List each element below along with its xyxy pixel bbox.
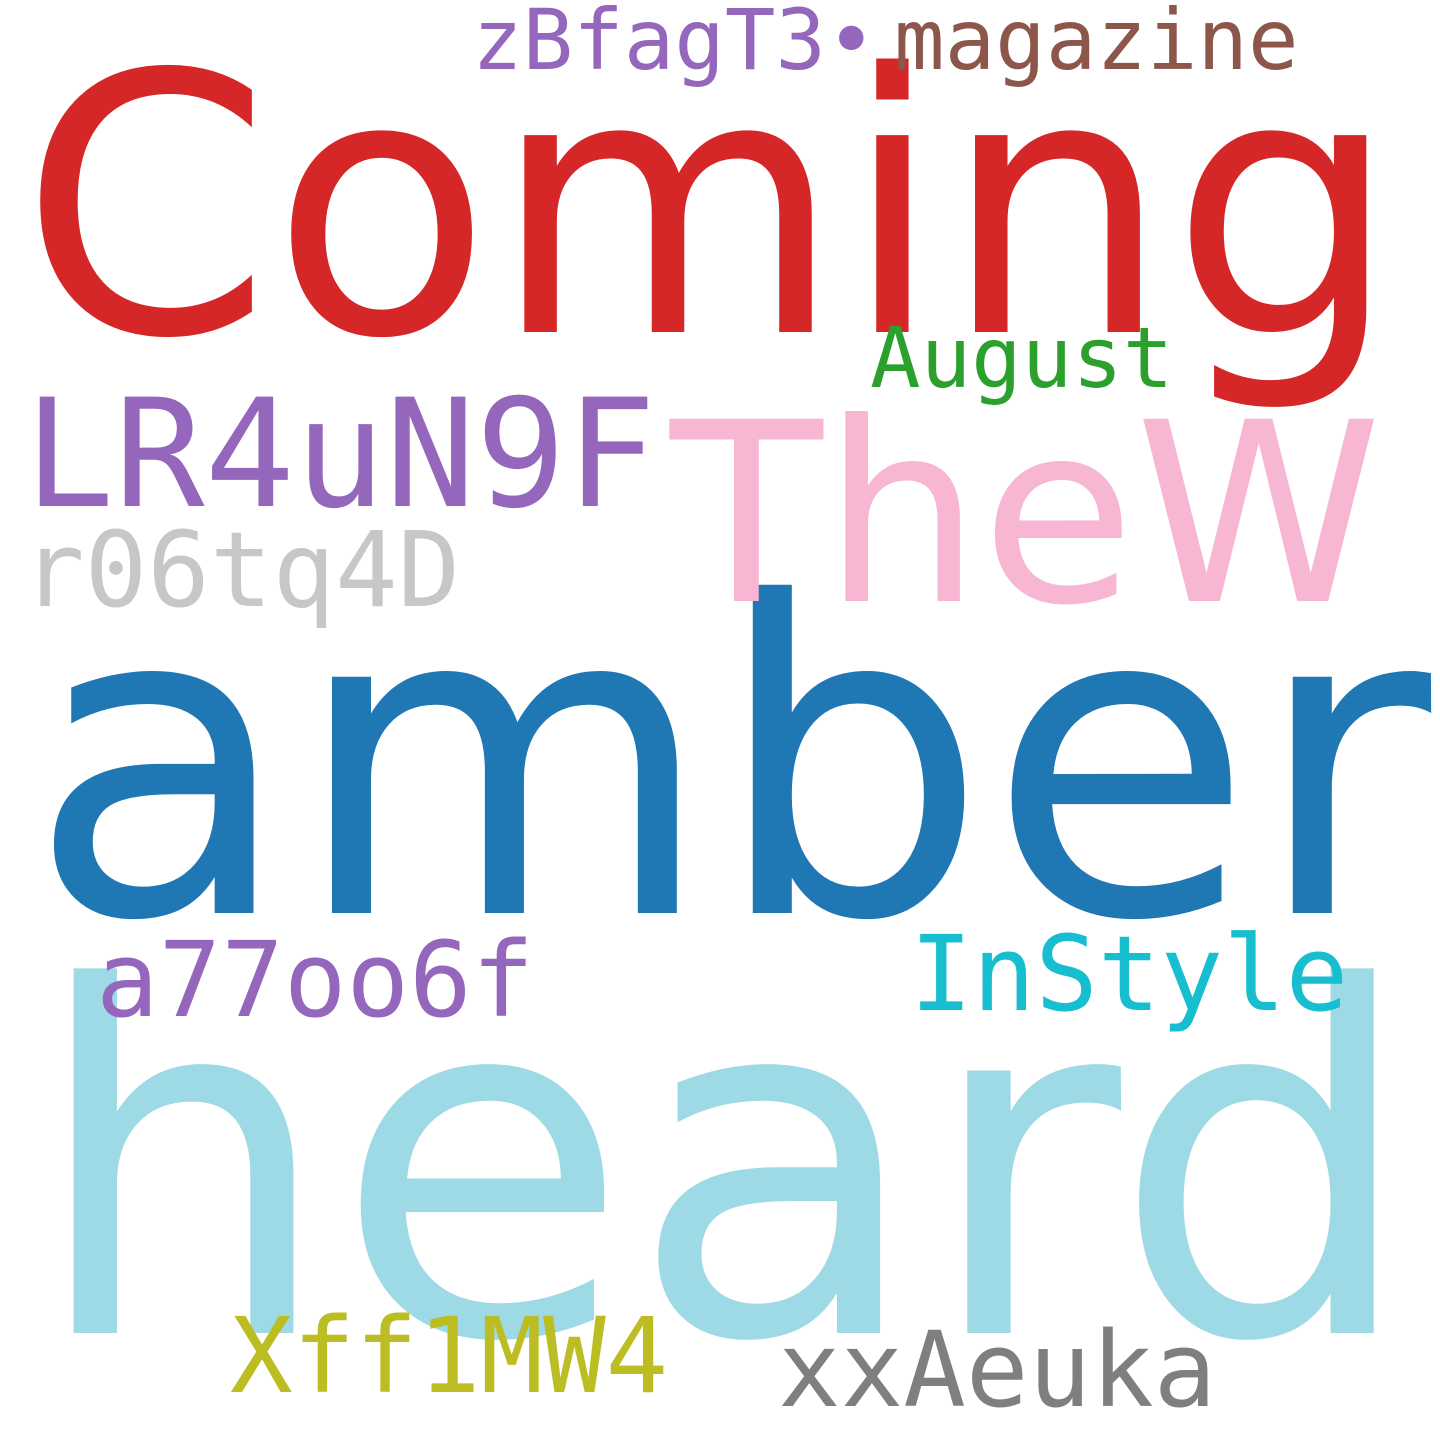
word-thew: TheW — [670, 369, 1383, 660]
word-xxaeuka: xxAeuka — [778, 1309, 1217, 1431]
word-a77oo6f: a77oo6f — [96, 919, 535, 1041]
word-magazine: magazine — [894, 0, 1299, 89]
word-instyle: InStyle — [910, 913, 1349, 1035]
word-amber: amber — [28, 512, 1432, 1015]
word-zbfagt3: zBfagT3• — [472, 0, 877, 89]
word-coming: Coming — [20, 0, 1400, 417]
word-heard: heard — [30, 888, 1418, 1440]
word-august: August — [870, 309, 1174, 407]
word-lr4un9f: LR4uN9F — [24, 368, 657, 542]
word-r06tq4d: r06tq4D — [22, 509, 461, 631]
word-xff1mw4: Xff1MW4 — [230, 1295, 669, 1417]
